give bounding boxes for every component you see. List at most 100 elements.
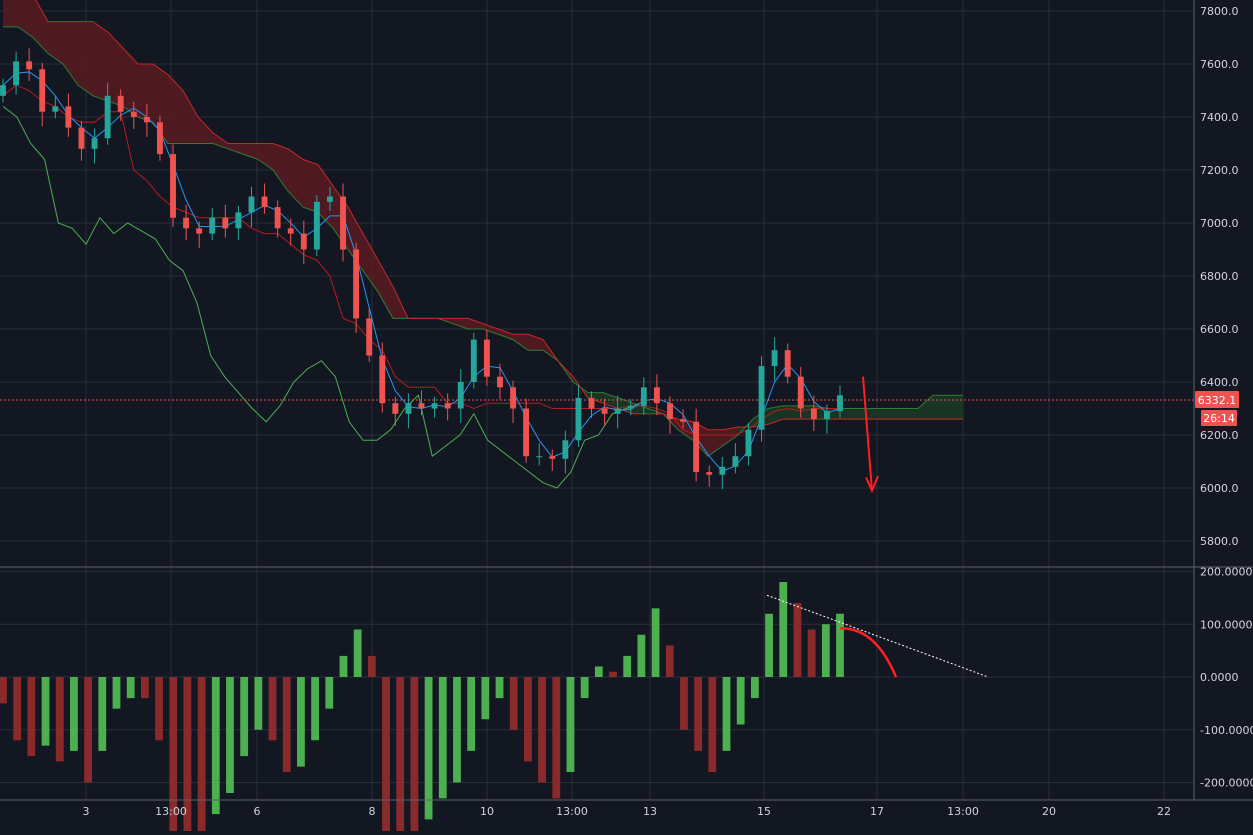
candle-body[interactable]: [52, 106, 59, 112]
candle-body[interactable]: [26, 61, 33, 70]
time-tick-label: 6: [254, 805, 261, 818]
candle-body[interactable]: [797, 376, 804, 409]
candle-body[interactable]: [366, 318, 373, 356]
candle-body[interactable]: [156, 122, 163, 155]
candle-body[interactable]: [379, 355, 386, 404]
candle-body[interactable]: [470, 339, 477, 382]
candle-body[interactable]: [405, 403, 412, 414]
chikou-line[interactable]: [2, 106, 641, 489]
candle-body[interactable]: [327, 196, 333, 202]
candle-body[interactable]: [418, 403, 425, 409]
down-arrow-shaft[interactable]: [862, 376, 873, 491]
candle-body[interactable]: [614, 408, 621, 414]
candle-body[interactable]: [353, 249, 360, 319]
candle-body[interactable]: [758, 366, 765, 430]
candles[interactable]: [0, 48, 843, 490]
price-tick-label: 6000.0: [1200, 482, 1239, 495]
candle-body[interactable]: [431, 403, 438, 409]
cloud-segment: [108, 32, 123, 107]
kijun-line[interactable]: [2, 84, 840, 436]
cloud-segment: [303, 159, 318, 213]
candle-body[interactable]: [510, 387, 516, 409]
candle-body[interactable]: [640, 387, 647, 406]
candle-body[interactable]: [588, 397, 595, 409]
candle-body[interactable]: [810, 408, 817, 420]
candle-body[interactable]: [91, 138, 98, 149]
candle-body[interactable]: [196, 228, 203, 234]
cloud-segment: [258, 143, 273, 170]
time-tick-label: 20: [1042, 805, 1056, 818]
candle-body[interactable]: [784, 350, 791, 377]
candle-body[interactable]: [680, 419, 687, 422]
candle-body[interactable]: [483, 339, 490, 377]
candle-body[interactable]: [78, 127, 85, 149]
cloud-segment: [903, 408, 918, 420]
span-b-line[interactable]: [3, 0, 963, 431]
cloud-segment: [198, 117, 213, 144]
candle-body[interactable]: [549, 456, 556, 459]
candle-body[interactable]: [235, 212, 242, 229]
cloud-segment: [873, 408, 888, 420]
candle-body[interactable]: [300, 233, 307, 250]
candle-body[interactable]: [536, 456, 543, 458]
candle-body[interactable]: [719, 466, 726, 475]
cloud-segment: [888, 408, 903, 420]
candle-body[interactable]: [39, 69, 46, 112]
candle-body[interactable]: [274, 207, 281, 229]
candle-body[interactable]: [575, 397, 582, 441]
cloud-segment: [513, 334, 528, 351]
candle-body[interactable]: [117, 95, 124, 112]
cloud-segment: [468, 318, 483, 329]
candle-body[interactable]: [313, 201, 320, 250]
candle-body[interactable]: [209, 217, 216, 234]
candle-body[interactable]: [667, 403, 673, 420]
candle-body[interactable]: [261, 196, 268, 208]
projection-curve[interactable]: [839, 627, 898, 678]
candle-body[interactable]: [745, 429, 752, 457]
candle-body[interactable]: [0, 85, 6, 96]
candle-body[interactable]: [143, 117, 150, 123]
candle-body[interactable]: [457, 382, 464, 409]
candle-body[interactable]: [693, 421, 700, 473]
candle-body[interactable]: [601, 408, 608, 414]
candle-body[interactable]: [392, 403, 399, 414]
candle-body[interactable]: [706, 472, 713, 475]
candle-body[interactable]: [497, 376, 503, 388]
cloud-segment: [138, 64, 153, 123]
histogram[interactable]: [0, 582, 844, 835]
cloud-segment: [18, 0, 33, 38]
candle-body[interactable]: [13, 61, 20, 86]
cloud-segment: [153, 64, 168, 144]
candle-body[interactable]: [523, 408, 530, 457]
candle-body[interactable]: [104, 95, 111, 139]
candle-body[interactable]: [823, 411, 830, 420]
oscillator-tick-label: 200.0000: [1200, 566, 1253, 579]
down-arrow-head[interactable]: [865, 475, 879, 494]
candle-body[interactable]: [444, 403, 451, 409]
user-drawings[interactable]: [766, 376, 989, 678]
price-tick-label: 7600.0: [1200, 58, 1239, 71]
candle-body[interactable]: [771, 350, 778, 367]
candle-body[interactable]: [170, 154, 176, 218]
candle-body[interactable]: [837, 395, 843, 412]
candle-body[interactable]: [287, 228, 294, 234]
candle-body[interactable]: [340, 196, 346, 250]
candle-body[interactable]: [732, 456, 739, 467]
cloud-segment: [483, 323, 498, 335]
candle-body[interactable]: [183, 217, 190, 229]
candle-body[interactable]: [653, 387, 660, 404]
price-tick-label: 6200.0: [1200, 429, 1239, 442]
candle-body[interactable]: [130, 111, 137, 117]
oscillator-trendline[interactable]: [766, 594, 989, 678]
candle-body[interactable]: [65, 106, 72, 128]
price-tick-label: 5800.0: [1200, 535, 1239, 548]
cloud-segment: [933, 395, 948, 420]
candle-body[interactable]: [562, 440, 569, 459]
countdown-label: 26:14: [1203, 412, 1235, 425]
candle-body[interactable]: [222, 217, 229, 229]
time-tick-label: 22: [1157, 805, 1171, 818]
candle-body[interactable]: [627, 405, 634, 409]
candle-body[interactable]: [248, 196, 255, 213]
